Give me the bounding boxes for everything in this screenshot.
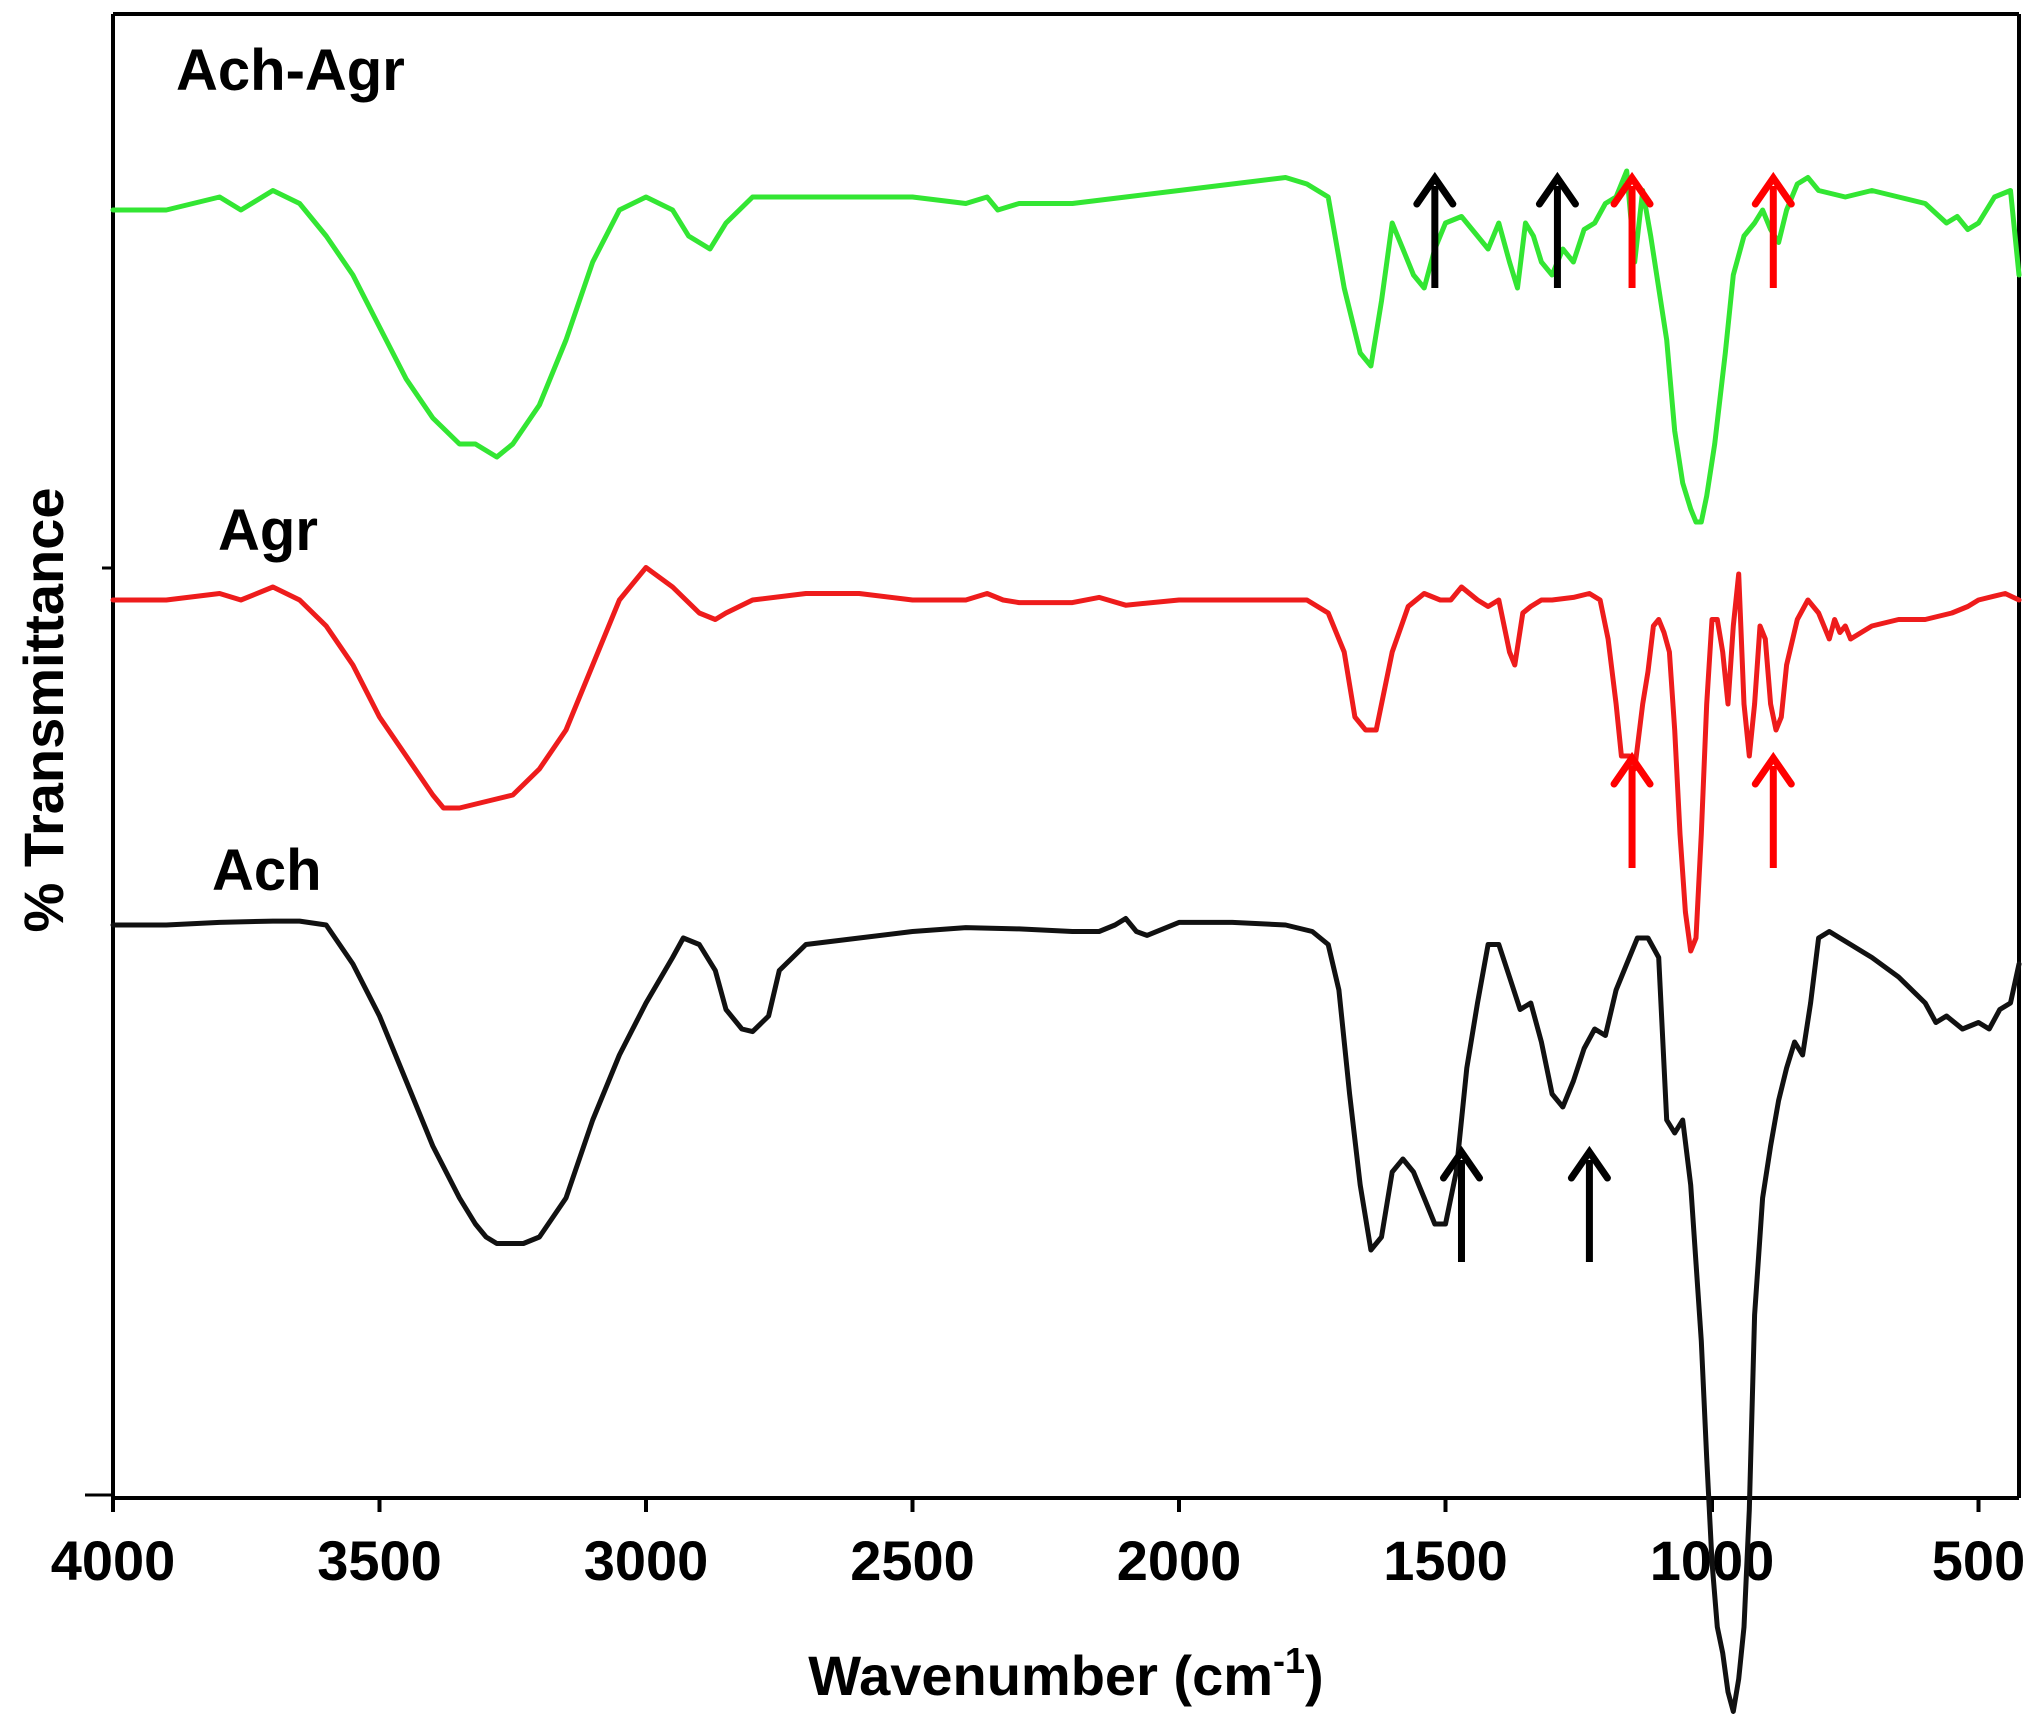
arrow-head [1610, 751, 1654, 788]
arrow-head [1413, 171, 1457, 208]
x-tick-label: 3500 [317, 1529, 442, 1592]
arrow-head [1751, 171, 1795, 208]
series-label-agr: Agr [218, 498, 318, 563]
arrow-head [1567, 1145, 1611, 1182]
trace-ach [110, 916, 2022, 1714]
arrow-head [1439, 1145, 1483, 1182]
x-tick-label: 2500 [850, 1529, 975, 1592]
y-axis-title: % Transmittance [12, 487, 75, 932]
x-tick-label: 500 [1932, 1529, 2025, 1592]
peak-arrows [1413, 171, 1795, 1262]
trace-agr [110, 565, 2022, 954]
trace-ach-agr [110, 168, 2022, 525]
arrow-head [1610, 171, 1654, 208]
series-label-ach-agr: Ach-Agr [176, 38, 405, 103]
x-tick-label: 1500 [1383, 1529, 1508, 1592]
peak-arrow [1751, 751, 1795, 868]
arrow-head [1535, 171, 1579, 208]
peak-arrow [1535, 171, 1579, 288]
peak-arrow [1751, 171, 1795, 288]
x-tick-label: 4000 [51, 1529, 176, 1592]
traces [110, 168, 2022, 1714]
x-axis-title: Wavenumber (cm-1) [808, 1640, 1323, 1707]
series-label-ach: Ach [212, 838, 322, 903]
arrow-head [1751, 751, 1795, 788]
peak-arrow [1610, 751, 1654, 868]
peak-arrow [1413, 171, 1457, 288]
peak-arrow [1439, 1145, 1483, 1262]
x-tick-label: 2000 [1117, 1529, 1242, 1592]
peak-arrow [1567, 1145, 1611, 1262]
peak-arrow [1610, 171, 1654, 288]
axes [85, 12, 2021, 1500]
x-ticks: 4000 3500 3000 2500 2000 1500 1000 500 [51, 1498, 2025, 1592]
x-tick-label: 3000 [584, 1529, 709, 1592]
series-labels: Ach-Agr Agr Ach [176, 38, 405, 903]
